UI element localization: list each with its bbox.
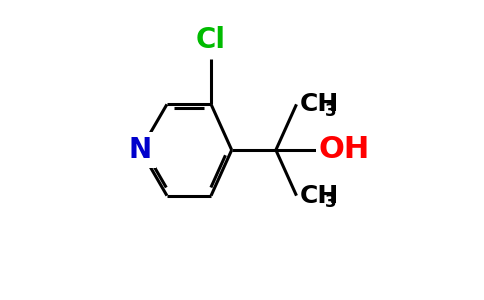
Text: 3: 3 <box>324 102 336 120</box>
Text: 3: 3 <box>324 193 336 211</box>
Text: CH: CH <box>300 184 339 208</box>
Text: OH: OH <box>318 136 370 164</box>
Text: N: N <box>129 136 152 164</box>
Text: CH: CH <box>300 92 339 116</box>
Text: Cl: Cl <box>196 26 226 54</box>
